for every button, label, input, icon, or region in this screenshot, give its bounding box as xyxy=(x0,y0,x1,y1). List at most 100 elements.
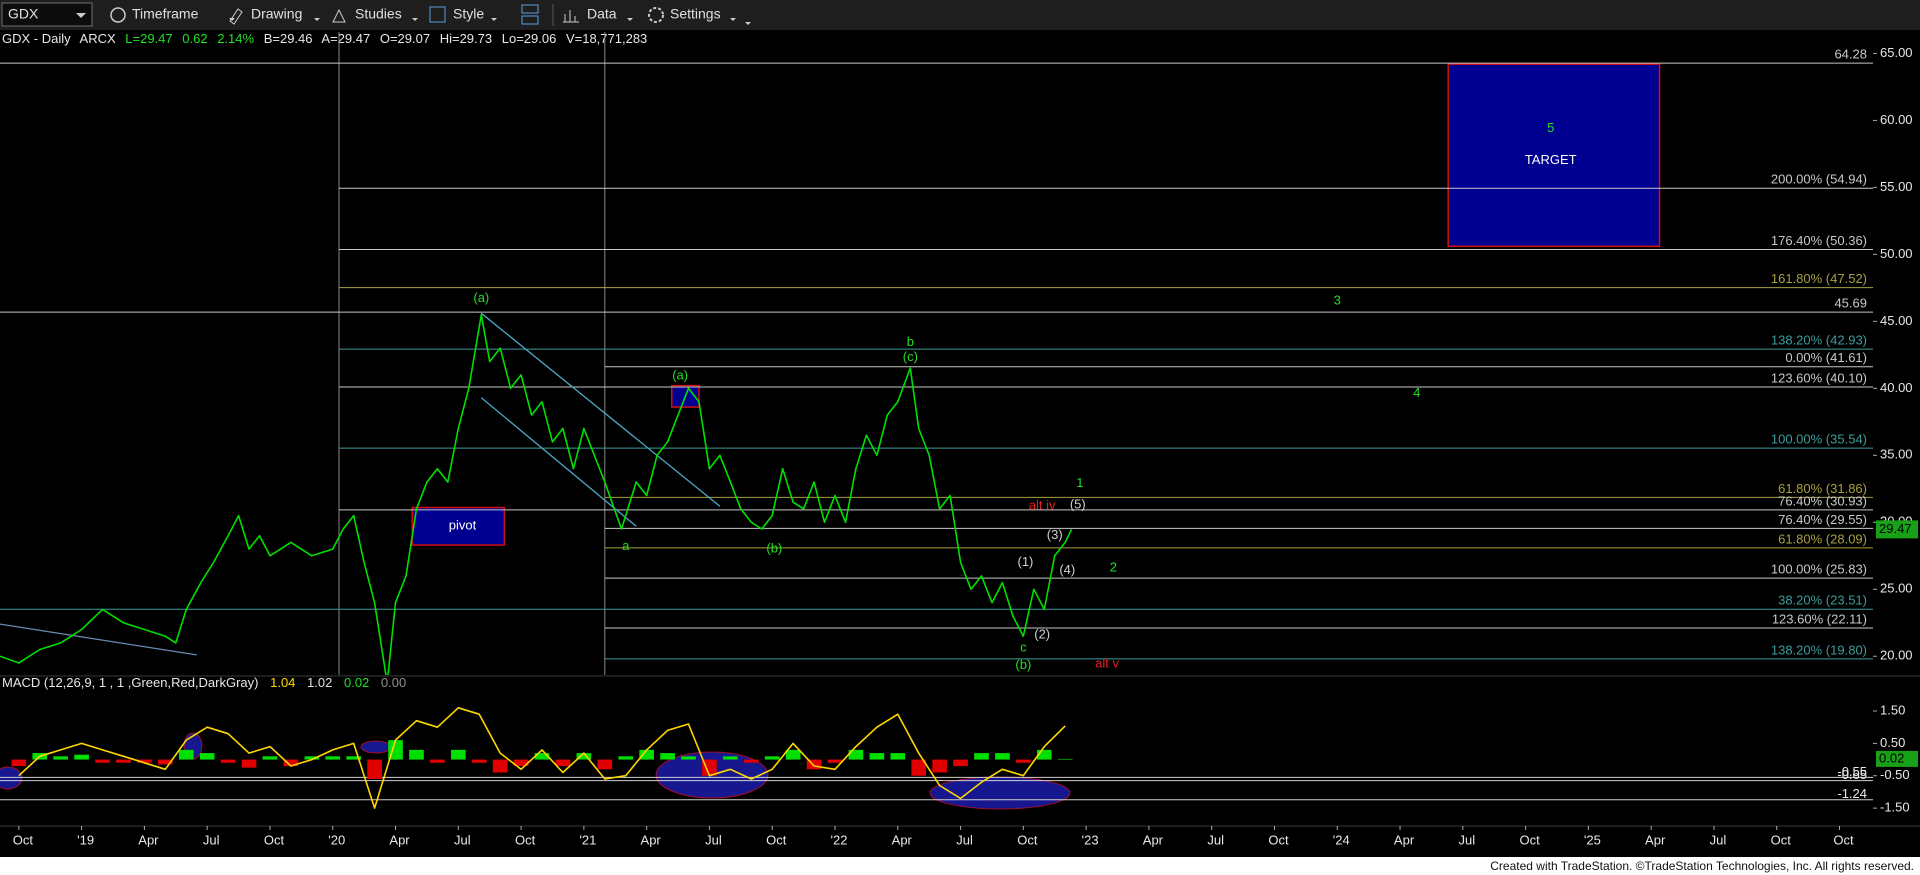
x-tick-label: '21 xyxy=(579,832,596,847)
fib-label: 61.80% (31.86) xyxy=(1778,481,1867,496)
quote-line: GDX - Daily ARCX L=29.47 0.62 2.14% B=29… xyxy=(2,31,647,46)
histogram-bar xyxy=(702,759,717,776)
histogram-bar xyxy=(283,759,299,767)
histogram-bar xyxy=(953,759,968,767)
dropdown-arrow xyxy=(730,18,736,21)
x-tick-label: Apr xyxy=(389,832,410,847)
histogram-bar xyxy=(827,759,843,763)
fib-label: 138.20% (42.93) xyxy=(1771,333,1867,348)
wave-label: b xyxy=(907,334,914,349)
x-tick-label: Jul xyxy=(956,832,973,847)
icon-drawing xyxy=(229,8,243,25)
wave-label: (3) xyxy=(1047,527,1063,542)
macd-level-label: -1.24 xyxy=(1837,786,1867,801)
histogram-bar xyxy=(199,753,215,760)
wave-label: (c) xyxy=(903,349,918,364)
x-tick-label: '23 xyxy=(1082,832,1099,847)
fib-label: 138.20% (19.80) xyxy=(1771,642,1867,657)
toolbar-button[interactable]: Timeframe xyxy=(132,6,199,22)
wave-label: (a) xyxy=(473,290,489,305)
histogram-bar xyxy=(304,756,320,760)
fib-label: 76.40% (29.55) xyxy=(1778,512,1867,527)
histogram-bar xyxy=(764,756,780,760)
symbol-box[interactable] xyxy=(1,2,93,27)
icon-style xyxy=(429,6,446,23)
wave-label: (b) xyxy=(766,541,782,556)
histogram-bar xyxy=(388,740,403,760)
x-tick-label: '19 xyxy=(77,832,94,847)
toolbar-button[interactable]: Studies xyxy=(355,6,402,22)
histogram-bar xyxy=(137,759,152,763)
wave-label: alt v xyxy=(1095,656,1119,671)
x-tick-label: Apr xyxy=(1645,832,1666,847)
x-tick-label: Oct xyxy=(766,832,787,847)
x-tick-label: Oct xyxy=(1771,832,1792,847)
fib-label: 123.60% (40.10) xyxy=(1771,370,1867,385)
x-tick-label: Oct xyxy=(1017,832,1038,847)
histogram-bar xyxy=(471,759,487,763)
toolbar-button[interactable]: Style xyxy=(453,6,484,22)
y-tick-label: 1.50 xyxy=(1880,702,1905,717)
wave-label: (2) xyxy=(1034,626,1050,641)
x-tick-label: Oct xyxy=(264,832,285,847)
fib-label: 100.00% (35.54) xyxy=(1771,432,1867,447)
histogram-bar xyxy=(11,759,27,767)
histogram-bar xyxy=(911,759,927,776)
x-tick-label: Apr xyxy=(1143,832,1164,847)
histogram-bar xyxy=(513,759,529,767)
toolbar-button[interactable]: Settings xyxy=(670,6,721,22)
readout: 1.04 xyxy=(270,675,295,690)
histogram-bar xyxy=(681,756,696,760)
histogram-bar xyxy=(618,756,634,760)
wave-label: (a) xyxy=(672,368,688,383)
wave-label: pivot xyxy=(449,518,477,533)
icon-settings xyxy=(648,7,664,23)
icon-layout[interactable] xyxy=(521,4,539,14)
trendline xyxy=(480,397,637,527)
y-tick-label: 45.00 xyxy=(1880,313,1913,328)
symbol[interactable]: GDX xyxy=(8,6,39,22)
histogram-bar xyxy=(430,759,445,763)
box xyxy=(411,506,506,546)
histogram-bar xyxy=(367,759,382,779)
x-tick-label: '25 xyxy=(1584,832,1601,847)
dropdown-arrow xyxy=(745,22,751,25)
fib-label: 64.28 xyxy=(1834,47,1867,62)
wave-label: 4 xyxy=(1413,385,1420,400)
y-tick-label: 25.00 xyxy=(1880,581,1913,596)
toolbar-button[interactable]: Drawing xyxy=(251,6,302,22)
histogram-bar xyxy=(1057,758,1073,760)
histogram-bar xyxy=(597,759,613,770)
fib-label: 176.40% (50.36) xyxy=(1771,233,1867,248)
quote-field: V=18,771,283 xyxy=(566,31,647,46)
x-tick-label: '22 xyxy=(831,832,848,847)
last-price: 29.47 xyxy=(1879,521,1912,536)
icon-studies xyxy=(332,8,346,23)
trendline xyxy=(0,623,197,656)
last-value: 0.02 xyxy=(1879,750,1904,765)
x-tick-label: Apr xyxy=(641,832,662,847)
wave-label: (b) xyxy=(1015,657,1031,672)
toolbar-button[interactable]: Data xyxy=(587,6,617,22)
dropdown-arrow xyxy=(491,18,497,21)
histogram-bar xyxy=(555,759,571,767)
x-tick-label: '20 xyxy=(328,832,345,847)
x-tick-label: Jul xyxy=(705,832,722,847)
histogram-bar xyxy=(660,753,675,760)
histogram-bar xyxy=(785,749,801,760)
histogram-bar xyxy=(806,759,822,770)
y-tick-label: -0.50 xyxy=(1880,767,1910,782)
dropdown-arrow xyxy=(314,18,320,21)
histogram-bar xyxy=(158,759,173,765)
y-tick-label: 40.00 xyxy=(1880,380,1913,395)
wave-label: 5 xyxy=(1547,120,1554,135)
wave-label: 3 xyxy=(1334,293,1341,308)
x-tick-label: Oct xyxy=(515,832,536,847)
fib-label: 38.20% (23.51) xyxy=(1778,593,1867,608)
histogram-bar xyxy=(974,753,989,760)
histogram-bar xyxy=(450,749,466,760)
y-tick-label: 35.00 xyxy=(1880,447,1913,462)
icon-layout[interactable] xyxy=(521,15,539,25)
